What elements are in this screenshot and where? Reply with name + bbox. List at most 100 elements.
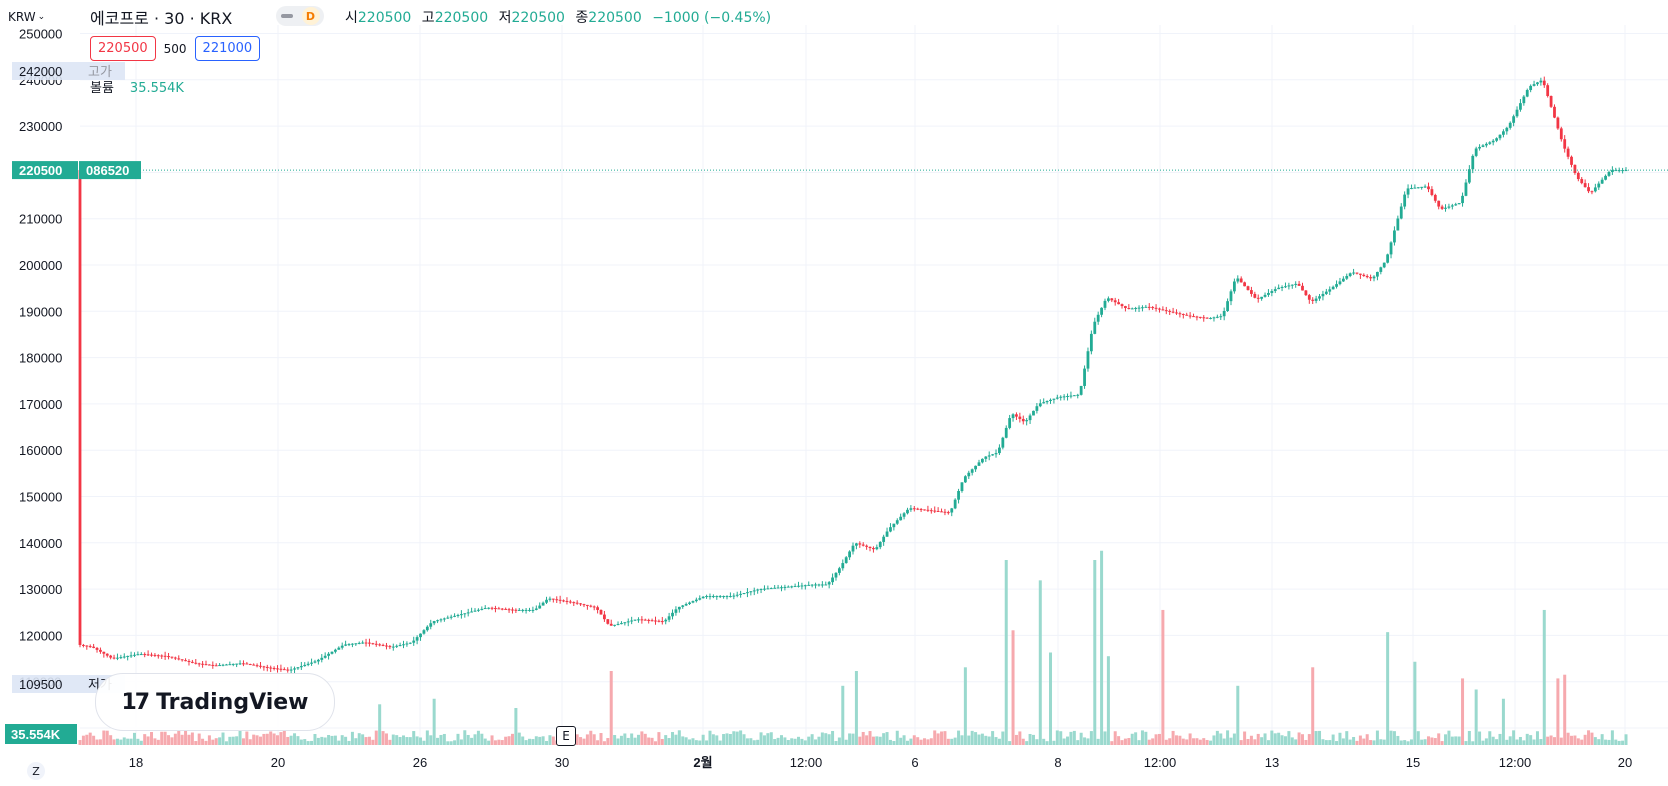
volume-bar	[899, 737, 903, 745]
timezone-button[interactable]: Z	[27, 762, 45, 780]
candle-body	[385, 645, 388, 647]
volume-bar	[1518, 736, 1522, 745]
candle-body	[545, 599, 548, 603]
candle-body	[1318, 296, 1321, 299]
candle-body	[933, 510, 937, 512]
volume-bar	[483, 738, 487, 745]
candle-body	[323, 655, 327, 658]
volume-bar	[1031, 734, 1035, 745]
volume-bar	[211, 739, 215, 745]
candle-body	[1519, 103, 1522, 110]
volume-bar	[871, 736, 875, 745]
candle-body	[807, 584, 811, 586]
volume-bar	[1314, 731, 1318, 745]
candle-body	[875, 547, 879, 550]
volume-bar	[1297, 732, 1301, 745]
volume-bar	[299, 739, 303, 745]
spread-value: 500	[163, 41, 187, 56]
volume-bar	[1450, 736, 1454, 745]
candle-body	[1127, 308, 1131, 310]
volume-bar	[756, 739, 760, 745]
candle-body	[967, 472, 971, 477]
volume-bar	[636, 734, 640, 745]
volume-bar	[136, 738, 140, 745]
candle-body	[1106, 298, 1110, 301]
candle-body	[208, 664, 211, 666]
candle-body	[865, 545, 869, 547]
candle-body	[749, 591, 753, 593]
candle-body	[882, 536, 886, 542]
volume-bar	[1362, 738, 1366, 745]
volume-bar	[316, 737, 320, 745]
candle-body	[1335, 284, 1338, 287]
volume-bar	[272, 733, 276, 745]
symbol-title[interactable]: 에코프로 · 30 · KRX	[90, 9, 233, 28]
volume-bar	[330, 735, 334, 745]
candle-body	[998, 447, 1001, 454]
x-tick-label: 20	[1618, 755, 1632, 770]
candle-body	[688, 602, 691, 605]
volume-bar	[1573, 735, 1577, 745]
candle-body	[633, 619, 637, 621]
volume-bar	[814, 739, 818, 745]
candle-body	[664, 619, 668, 622]
currency-selector[interactable]: KRW ⌄	[8, 6, 45, 28]
earnings-event-marker[interactable]: E	[556, 726, 576, 746]
volume-bar	[1239, 740, 1243, 745]
volume-bar	[262, 733, 266, 745]
candle-body	[381, 644, 385, 646]
volume-bar	[1471, 741, 1475, 745]
candle-body	[963, 476, 967, 483]
volume-bar	[541, 736, 545, 745]
candle-body	[541, 602, 545, 606]
volume-bar	[1055, 730, 1059, 745]
candle-body	[1188, 315, 1192, 317]
volume-bar	[926, 739, 930, 745]
volume-bar	[1229, 737, 1233, 745]
volume-bar	[429, 735, 433, 745]
last-price-tag	[12, 161, 78, 180]
volume-bar	[722, 734, 726, 745]
low-value: 220500	[511, 10, 565, 26]
volume-bar	[579, 737, 583, 745]
candle-body	[173, 657, 177, 659]
volume-bar	[1512, 730, 1516, 745]
volume-bar	[548, 735, 552, 745]
candle-body	[446, 617, 450, 619]
candle-body	[936, 510, 940, 512]
volume-bar	[1525, 733, 1529, 745]
candle-body	[551, 598, 555, 600]
volume-bar	[384, 733, 388, 745]
candle-body	[803, 585, 807, 587]
volume-bar	[660, 738, 664, 745]
volume-bar	[946, 738, 950, 745]
candle-body	[1147, 306, 1151, 308]
volume-bar	[197, 733, 201, 745]
candle-body	[1015, 414, 1018, 417]
bid-button[interactable]: 220500	[90, 36, 156, 61]
volume-bar	[265, 733, 269, 745]
ask-button[interactable]: 221000	[194, 36, 261, 61]
volume-bar	[1076, 740, 1080, 745]
candle-body	[214, 665, 218, 667]
candle-body	[1536, 82, 1539, 85]
candle-body	[1059, 396, 1063, 398]
volume-bar	[905, 740, 909, 745]
volume-bar	[153, 738, 157, 745]
x-tick-label: 30	[555, 755, 569, 770]
candle-body	[1467, 169, 1471, 183]
volume-bar	[1100, 550, 1104, 745]
candle-body	[991, 454, 995, 456]
candle-body	[453, 615, 456, 617]
candle-body	[419, 633, 422, 638]
y-tick-label: 120000	[19, 628, 62, 643]
volume-bar	[657, 732, 661, 745]
tradingview-logo[interactable]: 17 TradingView	[95, 673, 335, 731]
volume-bar	[1144, 731, 1148, 745]
candle-body	[1450, 205, 1454, 207]
volume-bar	[1396, 735, 1400, 745]
volume-bar	[858, 736, 862, 745]
market-status-pill[interactable]: D	[276, 6, 324, 26]
volume-bar	[882, 733, 886, 745]
